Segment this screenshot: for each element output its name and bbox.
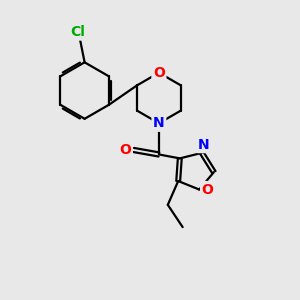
Text: O: O xyxy=(202,183,214,196)
Text: O: O xyxy=(153,66,165,80)
Text: N: N xyxy=(197,138,209,152)
Text: N: N xyxy=(153,116,165,130)
Text: Cl: Cl xyxy=(70,25,86,39)
Text: O: O xyxy=(119,143,131,157)
